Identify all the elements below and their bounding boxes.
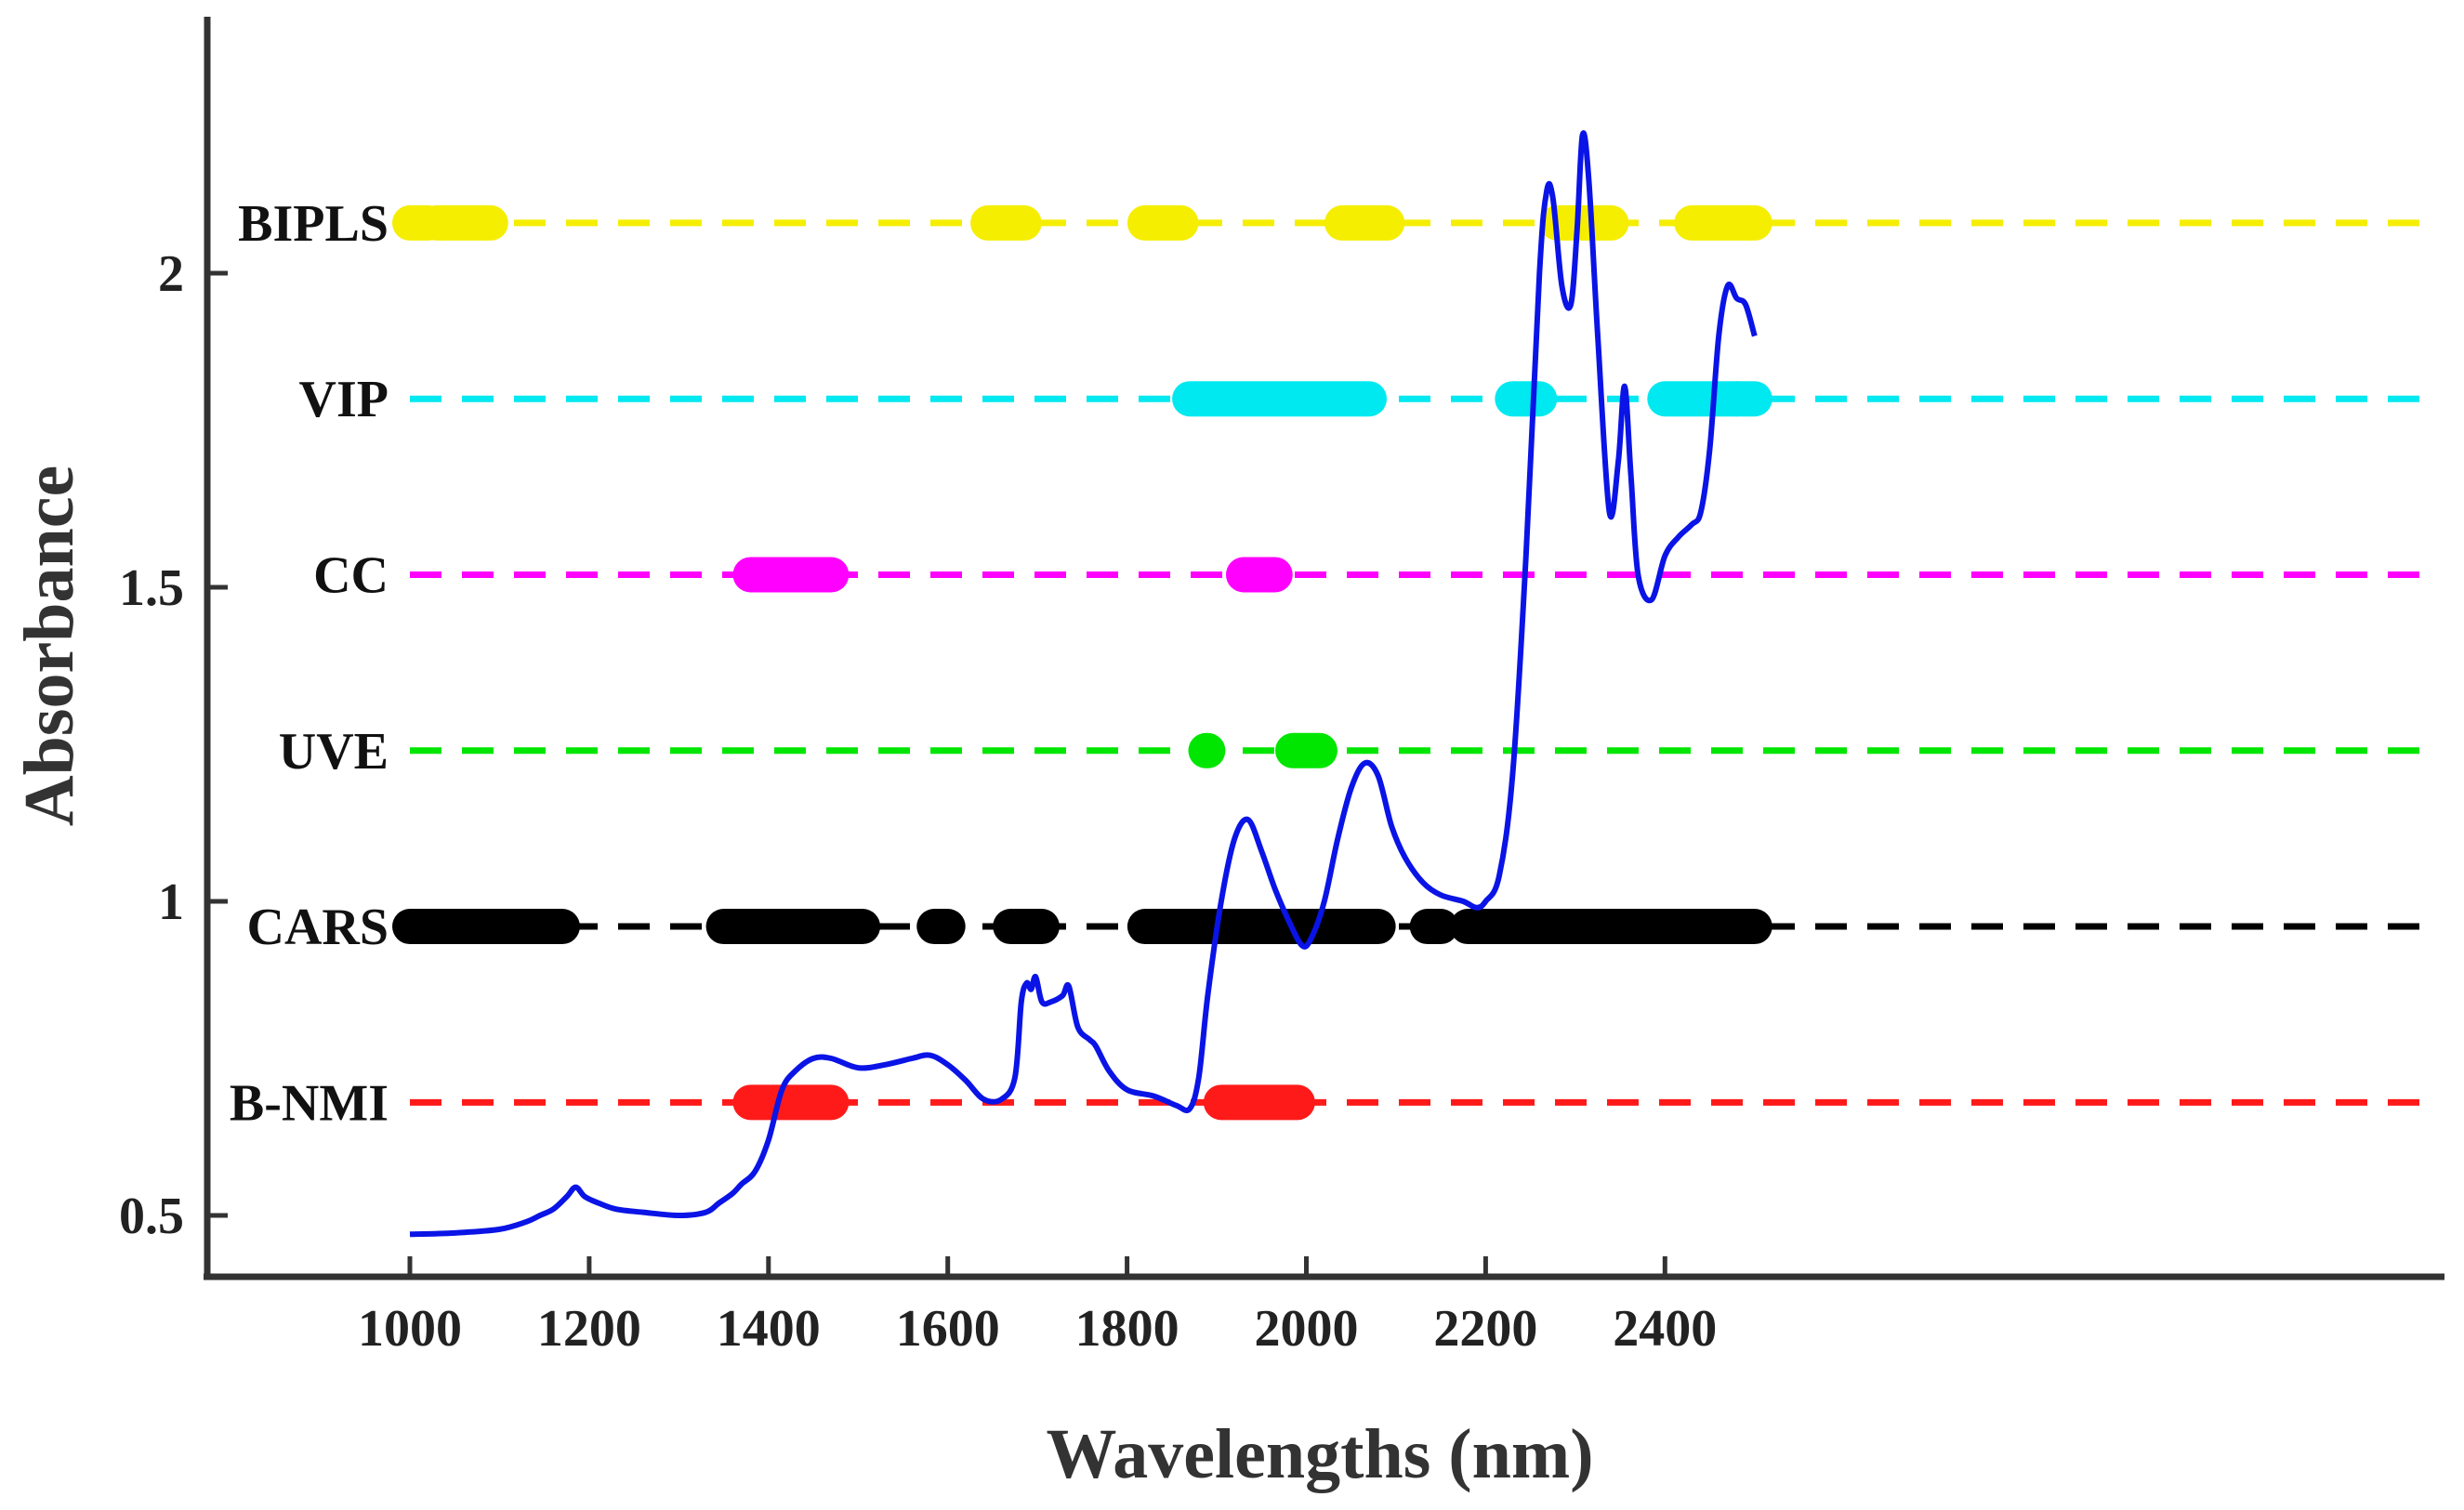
method-b-nmi-label: B-NMI [230, 1074, 389, 1132]
method-bipls-label: BIPLS [238, 195, 389, 253]
x-tick-label: 1600 [896, 1300, 1000, 1358]
method-cc-group: CC [313, 546, 2429, 604]
x-tick-label: 2200 [1433, 1300, 1537, 1358]
spectrum-line [409, 130, 1758, 1238]
spectrum-layer [409, 130, 1758, 1238]
method-cars-label: CARS [247, 899, 389, 956]
x-tick-label: 1800 [1075, 1300, 1179, 1358]
method-cc-label: CC [313, 546, 389, 604]
method-vip-label: VIP [299, 371, 389, 428]
y-tick-label: 1 [158, 873, 184, 931]
method-vip-group: VIP [299, 371, 2429, 428]
method-uve-label: UVE [279, 723, 389, 781]
axes [204, 17, 2444, 1280]
x-tick-label: 2000 [1255, 1300, 1359, 1358]
y-tick-label: 1.5 [119, 559, 184, 617]
x-axis-title: Wavelengths (nm) [1047, 1415, 1594, 1493]
method-b-nmi-group: B-NMI [230, 1074, 2429, 1132]
method-lines-layer: BIPLS VIP CC UVE CARS B-NMI [230, 195, 2429, 1132]
method-bipls-group: BIPLS [238, 195, 2429, 253]
x-tick-label: 1400 [717, 1300, 821, 1358]
x-tick-label: 1000 [358, 1300, 462, 1358]
ticks-layer: 1000 1200 1400 1600 1800 2000 2200 2400 0.5 1 1.5 2 [119, 245, 1717, 1358]
y-tick-label: 2 [158, 245, 184, 303]
x-tick-label: 2400 [1613, 1300, 1717, 1358]
method-cars-group: CARS [247, 899, 2429, 956]
method-uve-group: UVE [279, 723, 2429, 781]
x-tick-label: 1200 [537, 1300, 641, 1358]
y-tick-label: 0.5 [119, 1188, 184, 1245]
y-axis-title: Absorbance [10, 466, 88, 826]
